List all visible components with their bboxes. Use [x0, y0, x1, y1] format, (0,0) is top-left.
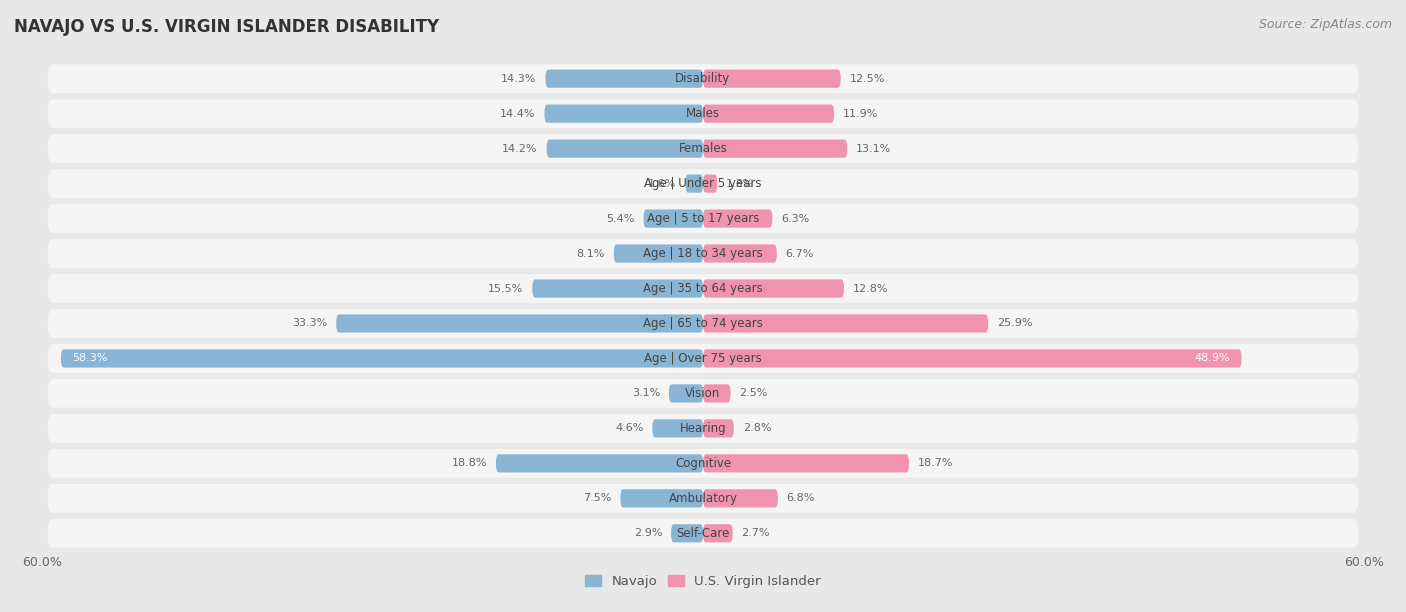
FancyBboxPatch shape — [703, 280, 844, 297]
FancyBboxPatch shape — [48, 134, 1358, 163]
FancyBboxPatch shape — [652, 419, 703, 438]
Text: 3.1%: 3.1% — [631, 389, 659, 398]
FancyBboxPatch shape — [620, 489, 703, 507]
FancyBboxPatch shape — [703, 489, 778, 507]
Text: Age | 18 to 34 years: Age | 18 to 34 years — [643, 247, 763, 260]
Text: Vision: Vision — [685, 387, 721, 400]
FancyBboxPatch shape — [614, 244, 703, 263]
FancyBboxPatch shape — [671, 524, 703, 542]
FancyBboxPatch shape — [60, 349, 703, 368]
FancyBboxPatch shape — [703, 70, 841, 88]
Text: Age | 65 to 74 years: Age | 65 to 74 years — [643, 317, 763, 330]
Text: 14.2%: 14.2% — [502, 144, 537, 154]
FancyBboxPatch shape — [48, 449, 1358, 478]
Text: 5.4%: 5.4% — [606, 214, 634, 223]
FancyBboxPatch shape — [703, 105, 834, 123]
FancyBboxPatch shape — [703, 419, 734, 438]
Text: 2.8%: 2.8% — [742, 424, 770, 433]
Text: 25.9%: 25.9% — [997, 318, 1032, 329]
Text: Ambulatory: Ambulatory — [668, 492, 738, 505]
Text: Age | 35 to 64 years: Age | 35 to 64 years — [643, 282, 763, 295]
FancyBboxPatch shape — [644, 209, 703, 228]
Text: Hearing: Hearing — [679, 422, 727, 435]
FancyBboxPatch shape — [703, 454, 908, 472]
Text: Males: Males — [686, 107, 720, 120]
FancyBboxPatch shape — [48, 414, 1358, 442]
FancyBboxPatch shape — [48, 519, 1358, 548]
Text: Source: ZipAtlas.com: Source: ZipAtlas.com — [1258, 18, 1392, 31]
FancyBboxPatch shape — [496, 454, 703, 472]
Text: 11.9%: 11.9% — [842, 109, 879, 119]
Text: Cognitive: Cognitive — [675, 457, 731, 470]
Text: 18.7%: 18.7% — [918, 458, 953, 468]
FancyBboxPatch shape — [48, 170, 1358, 198]
Text: NAVAJO VS U.S. VIRGIN ISLANDER DISABILITY: NAVAJO VS U.S. VIRGIN ISLANDER DISABILIT… — [14, 18, 439, 36]
Text: 12.5%: 12.5% — [849, 73, 884, 84]
Text: 58.3%: 58.3% — [72, 354, 107, 364]
FancyBboxPatch shape — [703, 244, 776, 263]
Text: 15.5%: 15.5% — [488, 283, 523, 294]
FancyBboxPatch shape — [48, 344, 1358, 373]
Text: 33.3%: 33.3% — [292, 318, 328, 329]
FancyBboxPatch shape — [703, 315, 988, 332]
Text: Age | Over 75 years: Age | Over 75 years — [644, 352, 762, 365]
Text: 1.3%: 1.3% — [725, 179, 755, 188]
FancyBboxPatch shape — [703, 174, 717, 193]
FancyBboxPatch shape — [547, 140, 703, 158]
Text: 2.5%: 2.5% — [740, 389, 768, 398]
Text: 2.9%: 2.9% — [634, 528, 662, 539]
FancyBboxPatch shape — [48, 274, 1358, 303]
FancyBboxPatch shape — [336, 315, 703, 332]
Text: 2.7%: 2.7% — [741, 528, 770, 539]
Text: 12.8%: 12.8% — [853, 283, 889, 294]
Text: Age | 5 to 17 years: Age | 5 to 17 years — [647, 212, 759, 225]
Text: 13.1%: 13.1% — [856, 144, 891, 154]
FancyBboxPatch shape — [546, 70, 703, 88]
FancyBboxPatch shape — [703, 349, 1241, 368]
FancyBboxPatch shape — [703, 524, 733, 542]
Text: 6.7%: 6.7% — [786, 248, 814, 258]
FancyBboxPatch shape — [703, 209, 772, 228]
Text: 6.8%: 6.8% — [787, 493, 815, 503]
Text: 48.9%: 48.9% — [1195, 354, 1230, 364]
FancyBboxPatch shape — [48, 484, 1358, 513]
FancyBboxPatch shape — [544, 105, 703, 123]
FancyBboxPatch shape — [48, 204, 1358, 233]
Legend: Navajo, U.S. Virgin Islander: Navajo, U.S. Virgin Islander — [579, 570, 827, 593]
FancyBboxPatch shape — [48, 309, 1358, 338]
Text: 14.4%: 14.4% — [501, 109, 536, 119]
Text: Disability: Disability — [675, 72, 731, 85]
FancyBboxPatch shape — [48, 64, 1358, 93]
Text: 8.1%: 8.1% — [576, 248, 605, 258]
Text: 6.3%: 6.3% — [782, 214, 810, 223]
FancyBboxPatch shape — [48, 99, 1358, 128]
Text: Age | Under 5 years: Age | Under 5 years — [644, 177, 762, 190]
Text: 4.6%: 4.6% — [616, 424, 644, 433]
Text: 18.8%: 18.8% — [451, 458, 486, 468]
Text: 7.5%: 7.5% — [583, 493, 612, 503]
FancyBboxPatch shape — [48, 379, 1358, 408]
Text: 14.3%: 14.3% — [502, 73, 537, 84]
FancyBboxPatch shape — [48, 239, 1358, 268]
FancyBboxPatch shape — [703, 384, 731, 403]
Text: Self-Care: Self-Care — [676, 527, 730, 540]
Text: 1.6%: 1.6% — [648, 179, 676, 188]
FancyBboxPatch shape — [685, 174, 703, 193]
FancyBboxPatch shape — [533, 280, 703, 297]
FancyBboxPatch shape — [703, 140, 848, 158]
FancyBboxPatch shape — [669, 384, 703, 403]
Text: Females: Females — [679, 142, 727, 155]
